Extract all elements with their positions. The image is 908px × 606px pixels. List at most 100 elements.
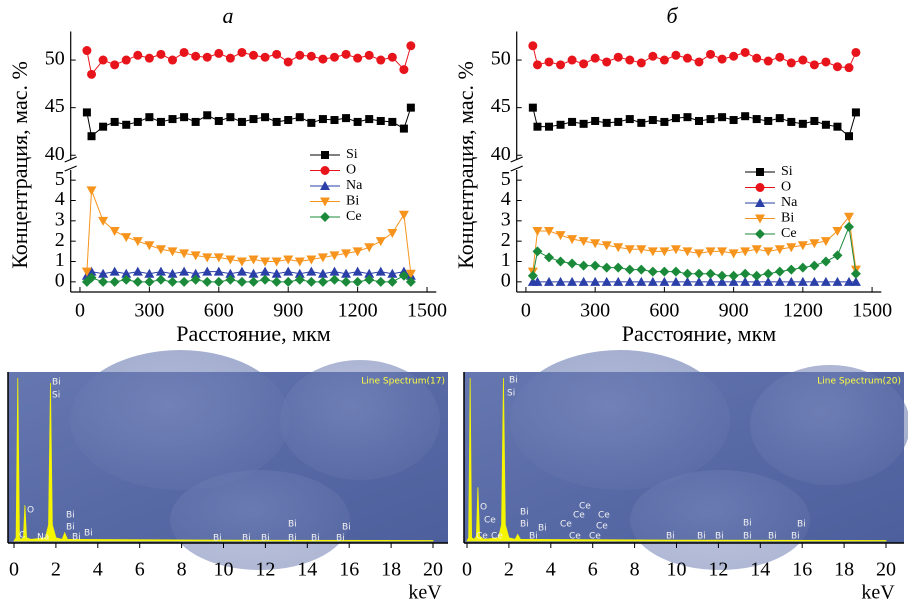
marker <box>86 272 97 283</box>
marker <box>601 276 612 286</box>
y-tick-label: 0 <box>55 269 65 291</box>
marker <box>365 115 374 124</box>
legend-marker <box>320 166 330 175</box>
marker <box>670 266 681 277</box>
marker <box>307 118 316 127</box>
y-tick-label: 45 <box>45 95 65 117</box>
peak-label: Bi <box>288 534 297 544</box>
peak-label: Bi <box>538 524 547 534</box>
peak-label: Bi <box>72 533 81 543</box>
marker <box>578 237 589 247</box>
y-tick-label: 40 <box>45 143 65 165</box>
marker <box>342 114 351 123</box>
marker <box>786 276 797 286</box>
peak-label: O <box>27 506 34 516</box>
marker <box>306 276 317 287</box>
marker <box>590 276 601 286</box>
marker <box>705 268 716 279</box>
marker <box>260 257 271 267</box>
marker <box>752 53 762 63</box>
marker <box>532 246 543 257</box>
marker <box>248 255 259 265</box>
chart-title: б <box>666 3 678 28</box>
marker <box>647 276 658 286</box>
marker <box>590 239 601 249</box>
marker <box>236 266 247 276</box>
marker <box>832 250 843 261</box>
marker <box>544 57 554 67</box>
x-tick-label: 600 <box>649 300 679 322</box>
marker <box>81 267 92 277</box>
legend-label: Bi <box>781 211 794 226</box>
marker <box>851 108 860 117</box>
marker <box>294 268 305 278</box>
marker <box>705 247 716 257</box>
marker <box>578 260 589 271</box>
peak-label: Bi <box>697 532 706 542</box>
marker <box>763 56 773 66</box>
marker <box>121 233 132 243</box>
marker <box>613 243 624 253</box>
peak-label: Bi <box>791 532 800 542</box>
marker <box>376 116 385 125</box>
marker <box>317 253 328 263</box>
marker <box>728 276 739 286</box>
x-axis-label: Расстояние, мкм <box>622 321 776 346</box>
marker <box>271 268 282 278</box>
legend-marker <box>755 183 765 192</box>
marker <box>670 245 681 255</box>
x-tick-label: 900 <box>719 300 749 322</box>
peak-label: Ce <box>589 532 601 542</box>
y-tick-label: 4 <box>55 188 65 210</box>
marker <box>213 253 224 263</box>
peak-label: Ce <box>476 532 488 542</box>
marker <box>820 237 831 247</box>
marker <box>601 241 612 251</box>
y-tick-label: 5 <box>501 168 511 190</box>
marker <box>851 47 861 57</box>
marker <box>670 276 681 286</box>
spectrum <box>13 377 434 542</box>
x-tick-label: 10 <box>667 559 687 581</box>
marker <box>248 268 259 278</box>
peak-label: Ce <box>491 532 503 542</box>
marker <box>636 58 646 68</box>
marker <box>786 264 797 275</box>
marker <box>694 249 704 259</box>
marker <box>87 132 96 141</box>
marker <box>121 268 132 278</box>
x-tick-label: 20 <box>876 559 896 581</box>
marker <box>133 117 142 126</box>
marker <box>295 113 304 122</box>
marker <box>659 247 670 257</box>
y-tick-label: 1 <box>501 249 511 271</box>
marker <box>717 276 728 286</box>
marker <box>109 276 120 287</box>
marker <box>191 51 201 61</box>
y-tick-label: 2 <box>501 229 511 251</box>
marker <box>740 276 751 286</box>
peak-label: Ce <box>569 532 581 542</box>
marker <box>98 268 109 278</box>
marker <box>398 210 409 220</box>
peak-label: Bi <box>261 534 270 544</box>
peak-label: Ce <box>579 502 591 512</box>
marker <box>180 113 189 122</box>
axis-break <box>64 156 77 172</box>
marker <box>740 47 750 57</box>
marker <box>132 237 143 247</box>
marker <box>786 58 796 68</box>
peak-label: Bi <box>715 532 724 542</box>
marker <box>682 276 693 286</box>
y-tick-label: 1 <box>55 249 65 271</box>
marker <box>306 51 316 61</box>
marker <box>376 55 386 65</box>
peak-label: Bi <box>509 376 518 386</box>
marker <box>329 274 340 285</box>
marker <box>532 227 543 236</box>
marker <box>843 221 854 232</box>
peak-label: Bi <box>66 523 75 533</box>
x-tick-label: 1200 <box>783 300 823 322</box>
marker <box>787 117 796 126</box>
